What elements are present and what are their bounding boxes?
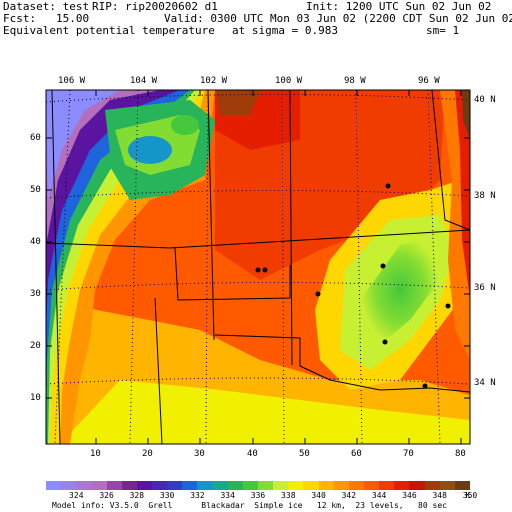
lat-label: 36 N [474,283,496,293]
lon-label: 106 W [58,76,86,86]
color-bar-label: 348 [432,491,447,500]
color-bar-label: 328 [129,491,145,500]
color-bar-swatch [318,481,335,490]
color-bar-label: 326 [99,491,114,500]
lon-label: 98 W [344,76,366,86]
color-bar-swatch [76,481,92,490]
sm-label: sm= 1 [426,24,460,37]
color-bar-swatch [212,481,229,490]
color-bar-swatch [333,481,350,490]
color-bar-unit: K [465,491,471,500]
color-bar-swatch [121,481,138,490]
shaded-field [46,90,470,444]
color-bar-swatch [348,481,365,490]
axis-ticks [46,90,470,444]
color-bar-swatch [364,481,380,490]
grid-y-label: 40 [30,237,41,247]
color-bar-label: 350 [462,491,478,500]
lon-label: 102 W [200,76,228,86]
color-bar-swatch [394,481,410,490]
color-bar-label: 330 [159,491,175,500]
grid-y-label: 50 [30,185,41,195]
init-label: Init: 1200 UTC Sun 02 Jun 02 [306,0,492,13]
grid-x-label: 30 [194,449,205,459]
grid-y-label: 20 [30,341,41,351]
grid-x-label: 60 [351,449,362,459]
color-bar-swatch [409,481,426,490]
color-bar-swatch [288,481,304,490]
sigma-label: at sigma = 0.983 [232,24,338,37]
state-boundaries [45,89,471,445]
color-bar-swatch [61,481,77,490]
color-bar-swatch [439,481,456,490]
grid-x-label: 70 [403,449,414,459]
field-label: Equivalent potential temperature [3,24,215,37]
grid-y-label: 30 [30,289,41,299]
color-bar-label: 346 [402,491,417,500]
grid-x-label: 40 [247,449,258,459]
lat-label: 40 N [474,95,496,105]
color-bar-swatch [182,481,198,490]
dataset-label: Dataset: test [3,0,90,13]
lon-label: 96 W [418,76,440,86]
valid-label: Valid: 0300 UTC Mon 03 Jun 02 (2200 CDT … [164,12,512,25]
color-bar-swatch [46,481,62,490]
color-bar-label: 334 [220,491,235,500]
lat-label: 34 N [474,378,496,388]
plot-frame [45,89,471,445]
color-bar-label: 336 [250,491,266,500]
color-bar-swatch [454,481,471,490]
grid-y-label: 60 [30,133,41,143]
grid-x-label: 20 [142,449,153,459]
lat-label: 38 N [474,191,496,201]
color-bar-swatch [197,481,214,490]
grid-x-label: 10 [90,449,101,459]
color-bar-swatch [379,481,395,490]
model-info: Model info: V3.5.0 Grell Blackadar Simpl… [52,501,447,510]
grid-x-label: 80 [455,449,466,459]
color-bar-label: 324 [69,491,84,500]
city-dots [255,183,451,389]
color-bar-label: 342 [341,491,357,500]
fcst-label: Fcst: 15.00 [3,12,90,25]
color-bar-swatch [152,481,168,490]
color-bar-swatch [91,481,108,490]
color-bar-swatch [258,481,274,490]
lon-label: 100 W [275,76,303,86]
color-bar-swatch [242,481,259,490]
color-bar-swatch [167,481,183,490]
color-bar-swatch [136,481,153,490]
color-bar-label: 340 [311,491,326,500]
color-bar-label: 338 [281,491,296,500]
grid-y-label: 10 [30,393,41,403]
color-bar-swatch [424,481,441,490]
rip-label: RIP: rip20020602 d1 [92,0,218,13]
color-bar-swatch [106,481,123,490]
color-bar-swatch [273,481,289,490]
color-bar-label: 332 [190,491,205,500]
grid-x-label: 50 [299,449,310,459]
color-bar-swatch [303,481,320,490]
lon-label: 104 W [130,76,158,86]
color-bar-swatch [227,481,244,490]
color-bar-label: 344 [371,491,387,500]
